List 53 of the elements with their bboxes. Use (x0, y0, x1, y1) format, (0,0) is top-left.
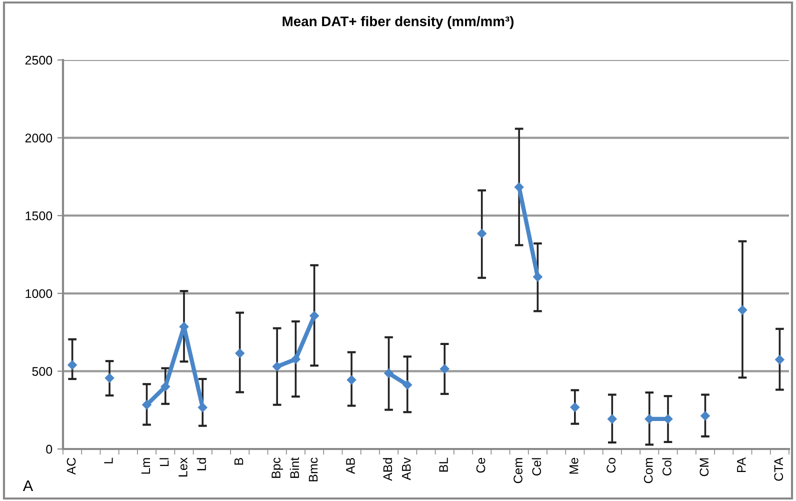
x-tick-label: Bint (290, 457, 300, 478)
point (104, 373, 114, 383)
x-tick-label: ABv (402, 457, 411, 480)
x-tick-label: CTA (774, 457, 784, 481)
point (272, 362, 282, 372)
x-tick-label: Ll (160, 458, 169, 466)
x-tick-label: Col (662, 458, 672, 476)
x-tick-label: Lm (141, 458, 150, 474)
x-tick-label: Cel (532, 458, 542, 476)
x-tick-label: CM (700, 458, 709, 476)
y-tick-label: 1000 (26, 289, 52, 298)
x-tick-label: Ld (196, 458, 206, 470)
y-tick-label: 2500 (25, 56, 52, 65)
x-tick-label: Me (570, 458, 578, 474)
x-tick-label: Com (644, 458, 653, 484)
x-tick-label: Bpc (272, 458, 283, 478)
x-tick-label: AC (66, 458, 76, 475)
y-tick-label: 1500 (26, 211, 52, 220)
y-tick-label: 0 (46, 444, 52, 454)
point (608, 414, 617, 424)
x-tick-label: Cem (514, 458, 522, 484)
point (477, 228, 486, 238)
point (68, 360, 77, 370)
x-tick-label: B (234, 458, 244, 465)
point (514, 182, 524, 192)
point (402, 380, 412, 390)
point (700, 411, 710, 420)
point (570, 402, 580, 412)
point (440, 364, 450, 374)
point (235, 348, 244, 358)
point (160, 382, 170, 392)
x-tick-label: BL (439, 458, 448, 472)
x-tick-label: Lex (178, 457, 188, 476)
x-tick-label: ABd (382, 458, 392, 481)
point (384, 368, 394, 378)
point (142, 400, 152, 410)
point (346, 375, 356, 385)
x-tick-label: AB (346, 458, 355, 474)
text: A (22, 480, 34, 491)
point (533, 272, 542, 282)
x-tick-label: PA (737, 457, 746, 472)
x-tick-label: Co (606, 458, 616, 473)
point (310, 311, 319, 320)
point (775, 355, 784, 364)
point (198, 402, 208, 412)
y-tick-label: 2000 (25, 134, 52, 142)
x-tick-label: L (104, 458, 113, 464)
x-tick-label: Bmc (308, 458, 318, 482)
chart-title: Mean DAT+ fiber density (mm/mm³) (282, 16, 514, 30)
y-tick-label: 500 (32, 367, 52, 376)
x-tick-label: Ce (476, 458, 486, 473)
point (738, 305, 748, 315)
point (291, 354, 300, 364)
